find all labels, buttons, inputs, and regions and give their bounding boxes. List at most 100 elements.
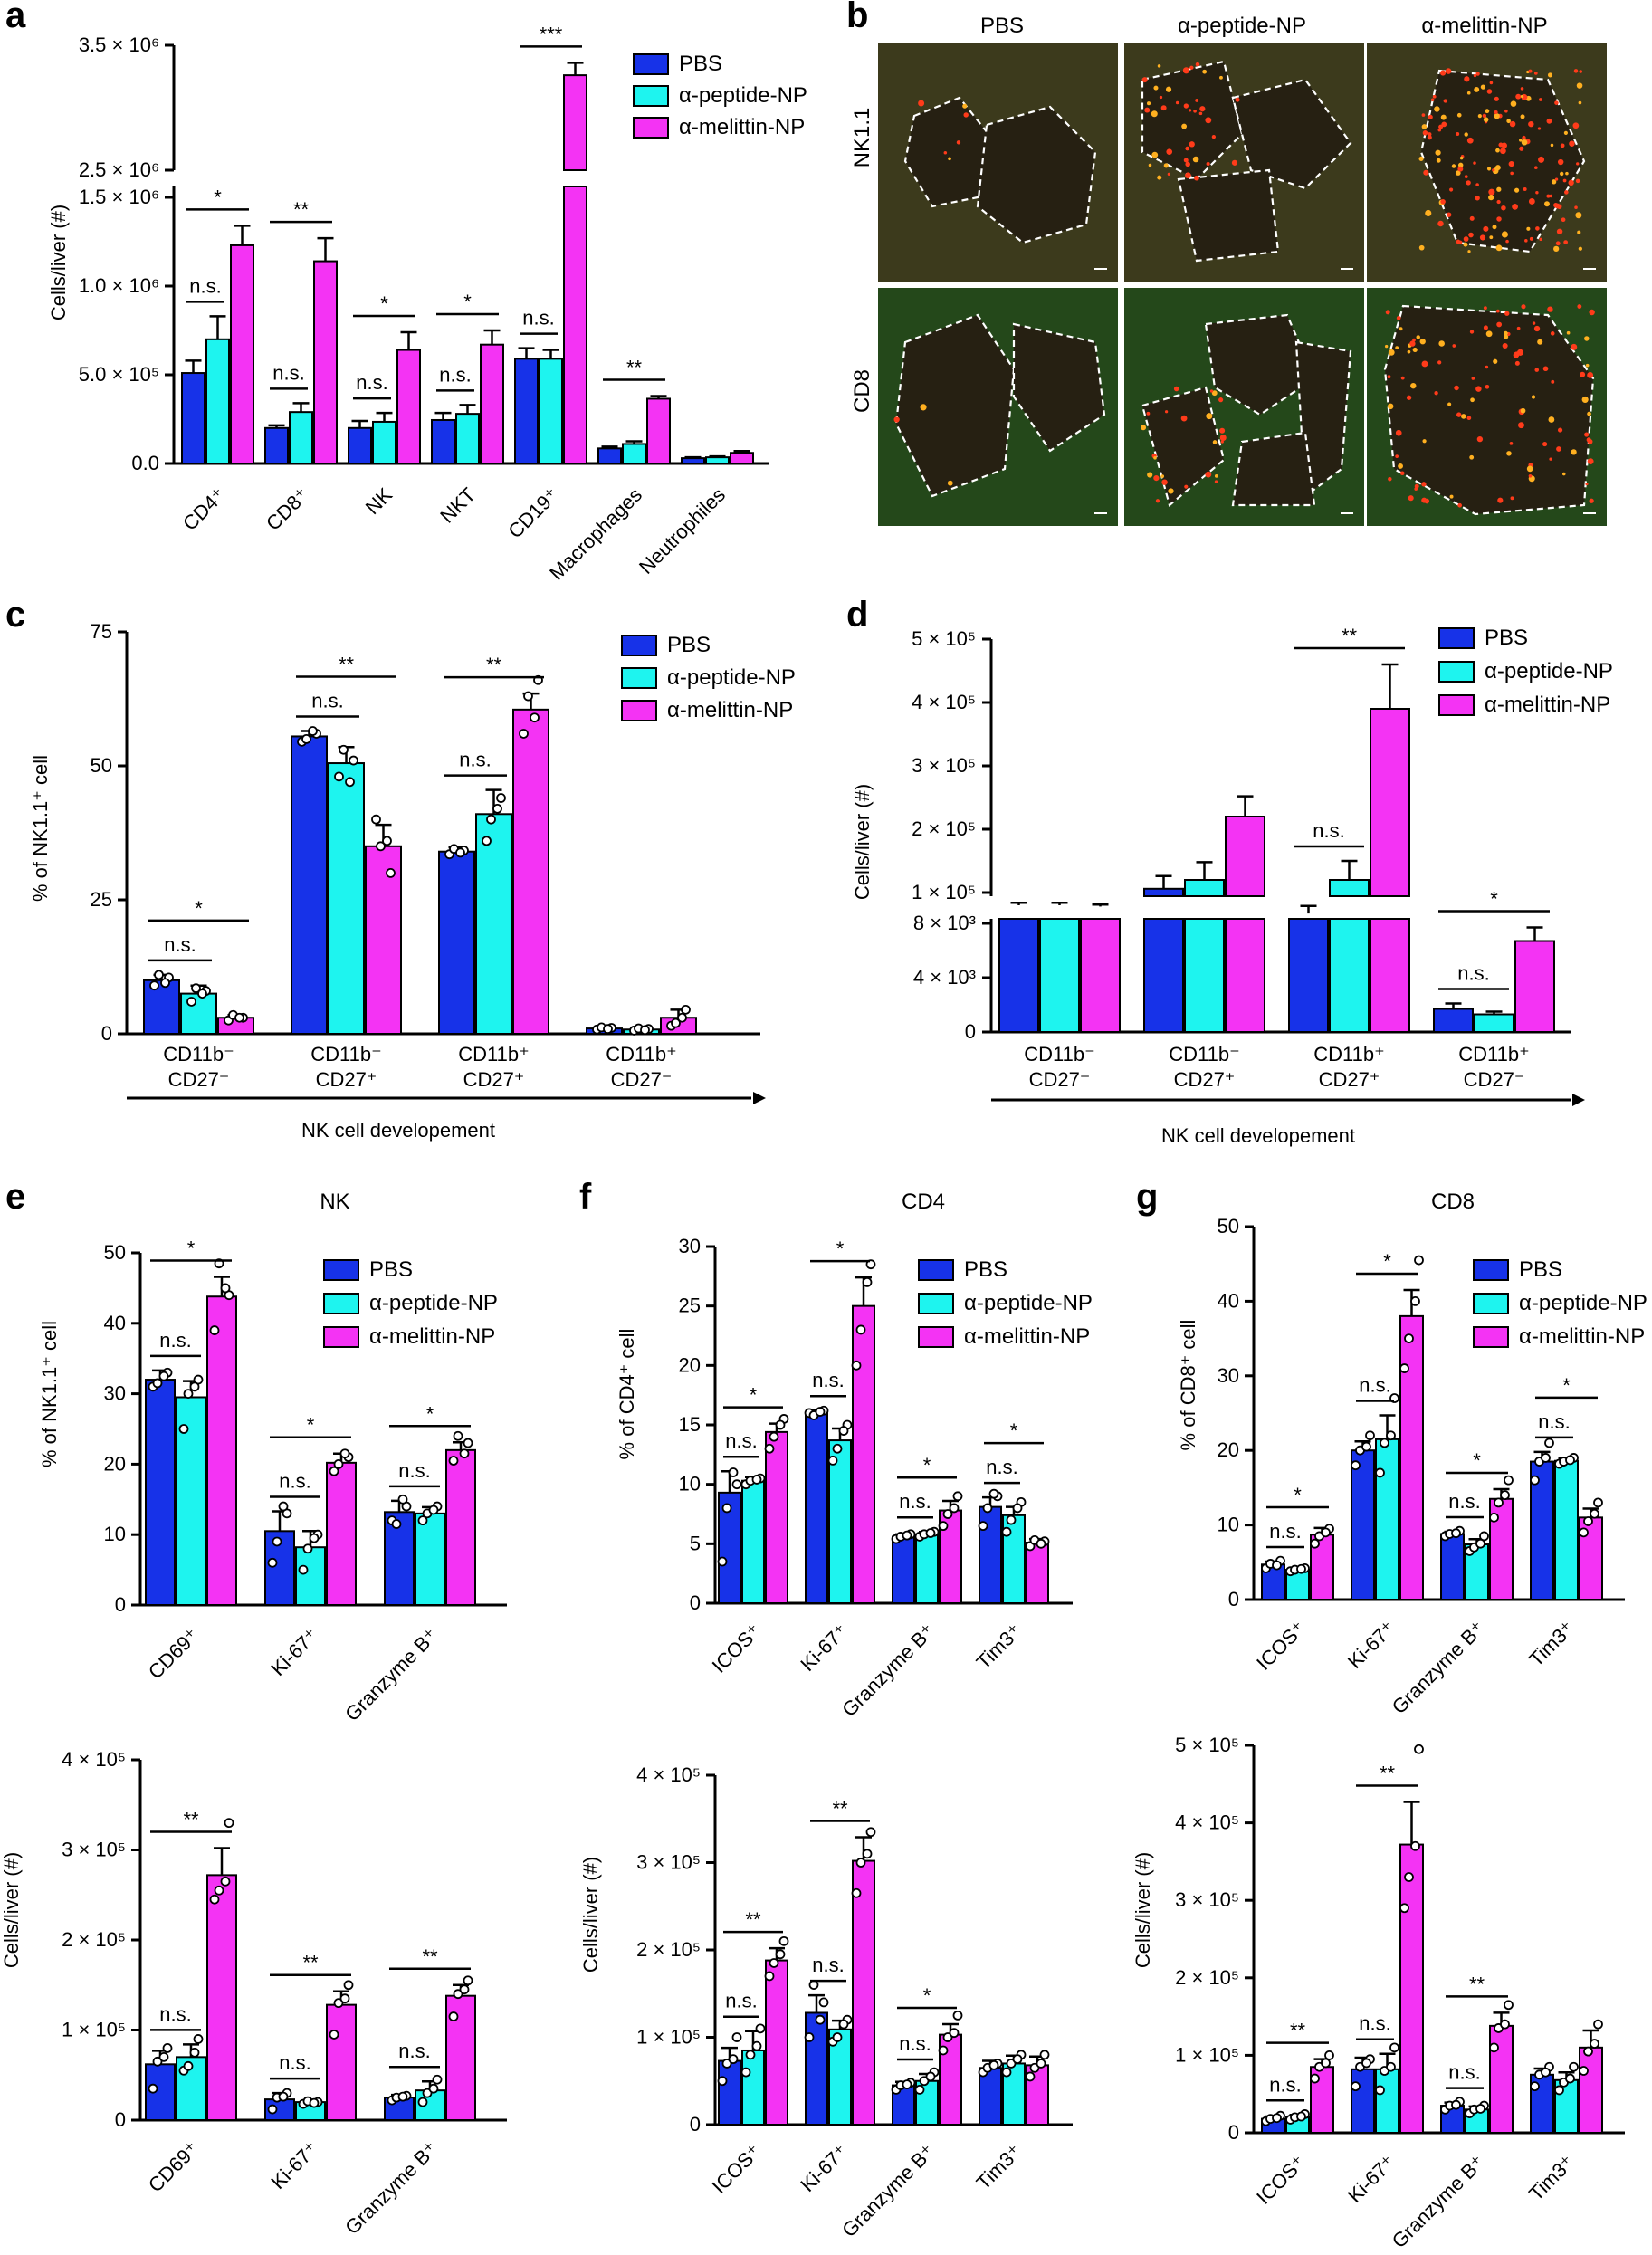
immune-cell-dot: [1585, 482, 1589, 486]
y-tick-label-f-pct: 30: [679, 1235, 701, 1257]
data-point-g-cnt: [1361, 2058, 1371, 2069]
data-point-e-cnt: [189, 2047, 200, 2058]
immune-cell-dot: [1493, 358, 1498, 364]
immune-cell-dot: [1421, 482, 1427, 487]
panel-d-development-arrow: NK cell developement: [991, 1094, 1585, 1147]
data-point-f-pct: [855, 1324, 866, 1335]
category-label-f-cnt: Granzyme B⁺: [837, 2140, 939, 2241]
immune-cell-dot: [1456, 239, 1461, 244]
immune-cell-dot: [1463, 242, 1468, 247]
data-point-f-cnt: [808, 1980, 819, 1991]
data-point-f-cnt: [728, 2054, 739, 2065]
immune-cell-dot: [1180, 415, 1188, 422]
immune-cell-dot: [1589, 498, 1594, 503]
bar-c-melittin-1: [365, 845, 402, 1035]
data-point-g-cnt: [1541, 2067, 1551, 2078]
data-point-c: [671, 1018, 681, 1028]
significance-star-e-pct: *: [187, 1237, 196, 1259]
data-point-e-cnt: [448, 2011, 459, 2021]
legend-swatch-peptide: [918, 1293, 954, 1314]
immune-cell-dot: [1581, 396, 1589, 404]
micrograph-NK1.1-PBS: [878, 43, 1118, 282]
immune-cell-dot: [1451, 164, 1456, 168]
data-point-f-cnt: [764, 1971, 775, 1982]
data-point-e-pct: [339, 1448, 350, 1459]
data-point-g-pct: [1375, 1467, 1385, 1478]
data-point-f-pct: [751, 1475, 762, 1485]
y-tick-label-e-cnt: 4 × 10⁵: [62, 1748, 126, 1771]
data-point-g-pct: [1544, 1438, 1554, 1448]
immune-cell-dot: [1566, 330, 1571, 335]
data-point-f-cnt: [838, 2019, 849, 2030]
data-point-e-pct: [178, 1424, 189, 1434]
immune-cell-dot: [1520, 94, 1524, 99]
data-point-c: [154, 970, 164, 980]
data-point-g-cnt: [1410, 1840, 1420, 1851]
category-label-g-cnt: ICOS⁺: [1252, 2151, 1310, 2209]
immune-cell-dot: [1160, 105, 1167, 111]
data-point-e-pct: [391, 1519, 402, 1529]
y-tick-label-g-pct: 0: [1228, 1588, 1239, 1610]
significance-star-f-pct: *: [836, 1237, 845, 1260]
data-point-e-pct: [448, 1456, 459, 1466]
data-point-e-cnt: [463, 1975, 473, 1986]
bar-a-melittin-3: [480, 343, 504, 464]
panel-g-ylabel-cnt: Cells/liver (#): [1132, 1852, 1154, 1968]
category-label-f-pct: ICOS⁺: [708, 1620, 766, 1677]
significance-ns-c: n.s.: [459, 749, 491, 771]
significance-star-d: *: [1490, 888, 1498, 911]
legend-d: PBS α-peptide-NP α-melittin-NP: [1438, 626, 1613, 717]
immune-cell-dot: [1494, 110, 1498, 115]
immune-cell-dot: [1445, 68, 1452, 74]
bar-d-melittin-1-upper: [1225, 816, 1265, 897]
data-point-g-pct: [1380, 1438, 1389, 1448]
immune-cell-dot: [1565, 171, 1569, 176]
y-tick-label-f-cnt: 1 × 10⁵: [636, 2026, 701, 2049]
immune-cell-dot: [1520, 114, 1525, 119]
data-point-e-pct: [189, 1381, 200, 1392]
immune-cell-dot: [1153, 455, 1157, 460]
immune-cell-dot: [1399, 327, 1403, 331]
immune-cell-dot: [1454, 385, 1459, 391]
immune-cell-dot: [1214, 474, 1218, 478]
immune-cell-dot: [1423, 169, 1429, 176]
legend-swatch-melittin: [1473, 1326, 1509, 1348]
immune-cell-dot: [1549, 457, 1552, 461]
panel-a-tick-2: 1.0 × 10⁶: [79, 274, 159, 297]
data-point-c: [519, 729, 529, 739]
immune-cell-dot: [1192, 156, 1199, 163]
immune-cell-dot: [1466, 91, 1471, 95]
immune-cell-dot: [1175, 100, 1179, 105]
immune-cell-dot: [1555, 241, 1561, 246]
immune-cell-dot: [1496, 199, 1501, 205]
immune-cell-dot: [1421, 497, 1428, 503]
y-tick-label-e-cnt: 0: [115, 2108, 126, 2131]
immune-cell-dot: [1475, 183, 1479, 186]
immune-cell-dot: [1575, 178, 1580, 184]
category-label-a: CD8⁺: [262, 483, 313, 535]
immune-cell-dot: [1471, 377, 1475, 380]
category-label-d: CD27⁻: [1464, 1068, 1525, 1091]
immune-cell-dot: [1514, 351, 1520, 358]
data-point-f-pct: [731, 1479, 742, 1490]
bar-d-melittin-0-lower: [1080, 918, 1121, 1033]
immune-cell-dot: [1561, 217, 1566, 223]
immune-cell-dot: [1385, 310, 1390, 315]
immune-cell-dot: [1485, 365, 1489, 369]
bar-a-melittin-4-upper: [563, 74, 587, 171]
immune-cell-dot: [1414, 487, 1418, 491]
bar-d-peptide-0-lower: [1039, 918, 1080, 1033]
data-point-c: [308, 726, 318, 736]
immune-cell-dot: [1422, 439, 1427, 444]
immune-cell-dot: [1157, 175, 1162, 180]
immune-cell-dot: [1164, 410, 1169, 414]
data-point-e-cnt: [333, 1998, 344, 2009]
immune-cell-dot: [1437, 220, 1444, 227]
immune-cell-dot: [1464, 175, 1468, 178]
immune-cell-dot: [1205, 117, 1212, 124]
data-point-f-pct: [717, 1556, 728, 1567]
immune-cell-dot: [1185, 161, 1190, 167]
data-point-g-pct: [1475, 1538, 1485, 1549]
panel-f-ylabel-pct: % of CD4⁺ cell: [616, 1329, 638, 1460]
data-point-e-pct: [302, 1543, 313, 1554]
